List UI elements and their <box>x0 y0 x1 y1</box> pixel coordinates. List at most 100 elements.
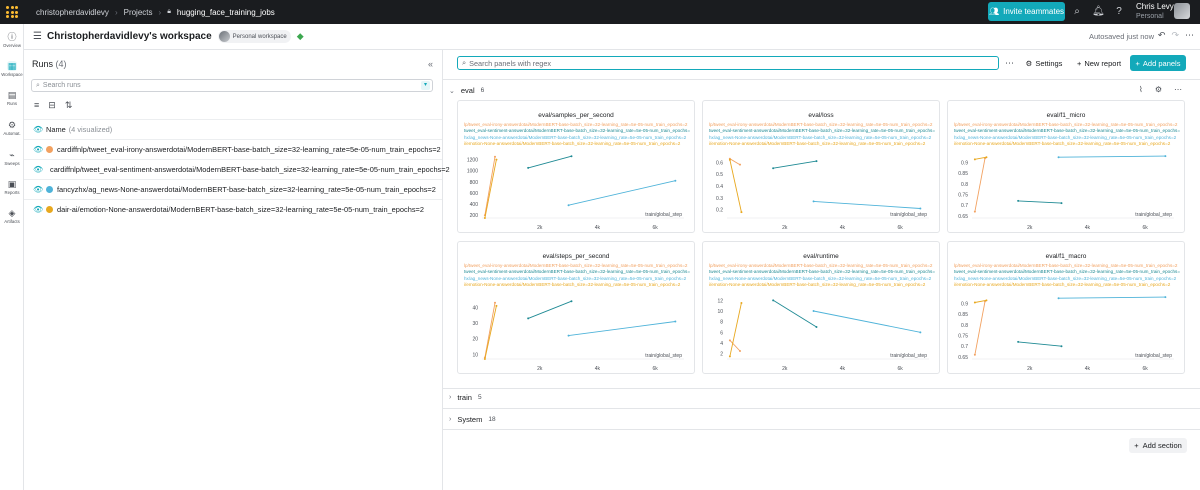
data-point[interactable] <box>772 167 775 170</box>
help-icon[interactable]: ? <box>1116 6 1122 17</box>
series-line[interactable] <box>772 299 817 328</box>
data-point[interactable] <box>483 217 486 219</box>
data-point[interactable] <box>567 334 570 337</box>
data-point[interactable] <box>674 320 677 323</box>
series-line[interactable] <box>729 159 742 213</box>
data-point[interactable] <box>740 302 743 304</box>
data-point[interactable] <box>973 158 976 161</box>
sort-icon[interactable]: ⇅ <box>64 100 73 110</box>
collapse-icon[interactable]: « <box>427 59 433 69</box>
series-line[interactable] <box>528 155 572 169</box>
series-line[interactable] <box>1058 296 1166 299</box>
more-icon[interactable]: ⋯ <box>1005 58 1014 68</box>
data-point[interactable] <box>1060 202 1063 205</box>
undo-icon[interactable]: ↶ <box>1157 30 1166 40</box>
series-line[interactable] <box>773 160 817 169</box>
avatar[interactable] <box>1174 3 1190 19</box>
chart-panel[interactable]: eval/loss lp/tweet_eval-irony-answerdotai… <box>702 100 940 233</box>
data-point[interactable] <box>483 358 486 360</box>
data-point[interactable] <box>1057 297 1060 300</box>
nav-reports[interactable]: ▣ Reports <box>0 177 24 199</box>
add-section-button[interactable]: + Add section <box>1129 438 1187 453</box>
bell-icon[interactable]: 🔔︎ <box>1092 6 1105 17</box>
data-point[interactable] <box>495 304 498 307</box>
series-line[interactable] <box>1058 155 1166 158</box>
more-icon[interactable]: ⋯ <box>1174 85 1182 94</box>
chart-panel[interactable]: eval/steps_per_second lp/tweet_eval-irony… <box>457 241 695 374</box>
data-point[interactable] <box>728 355 731 358</box>
gear-icon[interactable]: ⚙ <box>1154 85 1162 94</box>
search-icon[interactable]: ⌕ <box>1074 6 1080 17</box>
run-row[interactable]: 👁︎ fancyzhx/ag_news-None-answerdotai/Mode… <box>24 179 442 199</box>
user-menu[interactable]: Chris Levy Personal <box>1136 2 1174 22</box>
nav-workspace[interactable]: ▦ Workspace <box>0 59 24 81</box>
data-point[interactable] <box>772 299 775 302</box>
diamond-icon[interactable]: ◆ <box>296 31 304 41</box>
data-point[interactable] <box>1017 340 1020 343</box>
search-runs-input[interactable]: ⌕ Search runs ▾ <box>31 79 433 92</box>
filter-icon[interactable]: ≡ <box>34 100 40 110</box>
run-name[interactable]: dair-ai/emotion-None-answerdotai/ModernB… <box>57 205 424 214</box>
series-line[interactable] <box>974 299 987 303</box>
data-point[interactable] <box>493 155 496 158</box>
data-point[interactable] <box>919 331 922 334</box>
eye-icon[interactable]: 👁︎ <box>33 185 44 194</box>
data-point[interactable] <box>1164 296 1167 299</box>
data-point[interactable] <box>740 211 743 214</box>
data-point[interactable] <box>567 204 570 207</box>
run-row[interactable]: 👁︎ dair-ai/emotion-None-answerdotai/Moder… <box>24 199 442 219</box>
section-system[interactable]: › System 18 <box>449 415 496 424</box>
data-point[interactable] <box>493 301 496 304</box>
group-icon[interactable]: ⊟ <box>48 100 56 110</box>
breadcrumb-project[interactable]: hugging_face_training_jobs <box>176 7 275 17</box>
chart-panel[interactable]: eval/f1_macro lp/tweet_eval-irony-answerd… <box>947 241 1185 374</box>
eye-icon[interactable]: 👁︎ <box>33 125 44 134</box>
run-row[interactable]: 👁︎ cardiffnlp/tweet_eval-sentiment-answer… <box>24 159 450 179</box>
series-line[interactable] <box>484 305 497 360</box>
more-icon[interactable]: ⋯ <box>1185 30 1194 40</box>
data-point[interactable] <box>985 156 988 159</box>
run-row[interactable]: 👁︎ cardiffnlp/tweet_eval-irony-answerdota… <box>24 139 442 159</box>
run-color-dot[interactable] <box>46 186 53 193</box>
series-line[interactable] <box>729 158 741 166</box>
new-report-button[interactable]: + New report <box>1072 55 1126 71</box>
data-point[interactable] <box>674 179 677 182</box>
eye-icon[interactable]: 👁︎ <box>33 145 44 154</box>
add-panels-button[interactable]: + Add panels <box>1130 55 1186 71</box>
nav-runs[interactable]: ▤ Runs <box>0 88 24 110</box>
breadcrumb-entity[interactable]: christopherdavidlevy <box>36 7 109 17</box>
data-point[interactable] <box>1164 155 1167 158</box>
series-line[interactable] <box>974 156 987 160</box>
invite-teammates-button[interactable]: 👥︎ Invite teammates <box>988 2 1065 21</box>
data-point[interactable] <box>1057 156 1060 159</box>
data-point[interactable] <box>919 207 922 210</box>
panel-search-input[interactable]: ⌕ Search panels with regex <box>457 56 999 70</box>
menu-icon[interactable]: ☰ <box>33 31 42 42</box>
series-line[interactable] <box>813 310 921 333</box>
wandb-logo[interactable] <box>0 0 24 24</box>
data-point[interactable] <box>973 210 976 213</box>
breadcrumb-projects[interactable]: Projects <box>123 7 153 17</box>
series-line[interactable] <box>484 159 497 219</box>
chart-panel[interactable]: eval/runtime lp/tweet_eval-irony-answerdo… <box>702 241 940 374</box>
run-name[interactable]: cardiffnlp/tweet_eval-irony-answerdotai/… <box>57 145 441 154</box>
section-eval[interactable]: ⌄ eval 6 <box>449 86 484 95</box>
data-point[interactable] <box>973 301 976 304</box>
data-point[interactable] <box>812 310 815 312</box>
series-line[interactable] <box>813 200 921 209</box>
redo-icon[interactable]: ↷ <box>1171 30 1179 40</box>
dropdown-icon[interactable]: ▾ <box>421 81 430 90</box>
chart-panel[interactable]: eval/f1_micro lp/tweet_eval-irony-answerd… <box>947 100 1185 233</box>
series-line[interactable] <box>974 158 986 212</box>
eye-icon[interactable]: 👁︎ <box>33 205 44 214</box>
workspace-title[interactable]: Christopherdavidlevy's workspace <box>47 31 212 42</box>
brush-icon[interactable]: ⌇ <box>1138 85 1143 94</box>
data-point[interactable] <box>527 166 530 169</box>
data-point[interactable] <box>738 163 741 166</box>
series-line[interactable] <box>1018 341 1062 347</box>
series-line[interactable] <box>528 300 572 319</box>
data-point[interactable] <box>812 200 815 203</box>
data-point[interactable] <box>973 353 976 356</box>
series-line[interactable] <box>1018 200 1062 204</box>
data-point[interactable] <box>728 339 731 342</box>
